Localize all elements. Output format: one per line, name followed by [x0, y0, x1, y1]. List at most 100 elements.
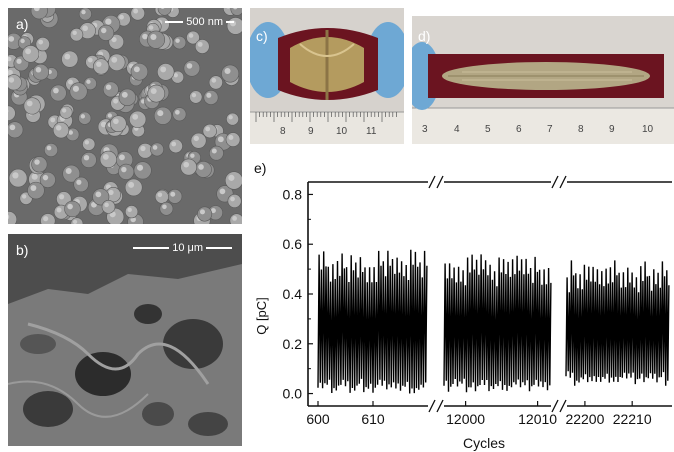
- nanoparticle-highlight: [157, 192, 163, 198]
- nanoparticle-highlight: [113, 118, 119, 125]
- sem-image-porous-surface: b) 10 μm: [8, 234, 242, 446]
- nanoparticle: [221, 64, 240, 83]
- nanoparticle-highlight: [171, 141, 177, 147]
- nanoparticle-highlight: [121, 166, 127, 173]
- nanoparticle: [159, 201, 174, 216]
- panel-label-b: b): [16, 242, 29, 258]
- nanoparticle-highlight: [9, 124, 16, 131]
- device-photo-d: [412, 16, 674, 144]
- nanoparticle-highlight: [102, 153, 109, 160]
- nanoparticle: [230, 8, 242, 16]
- nanoparticle: [147, 84, 166, 103]
- nanoparticle-highlight: [34, 159, 40, 165]
- panel-label-c: c): [256, 28, 268, 44]
- nanoparticle: [108, 53, 126, 71]
- nanoparticle-highlight: [211, 78, 217, 83]
- nanoparticle: [8, 105, 16, 121]
- nanoparticle-highlight: [30, 185, 37, 191]
- nanoparticle-highlight: [68, 79, 73, 85]
- nanoparticle: [80, 152, 97, 168]
- nanoparticle: [227, 193, 242, 208]
- nanoparticle-highlight: [228, 115, 233, 120]
- nanoparticle: [35, 37, 50, 52]
- nanoparticle: [32, 63, 50, 81]
- nanoparticle-highlight: [142, 33, 148, 40]
- nanoparticle: [197, 206, 213, 222]
- nanoparticle: [8, 168, 28, 188]
- nanoparticle-highlight: [160, 8, 165, 9]
- panel-label-d: d): [418, 28, 431, 44]
- nanoparticle: [183, 59, 201, 77]
- nanoparticle-highlight: [228, 174, 235, 181]
- scale-label-b: 10 μm: [172, 242, 203, 254]
- nanoparticle-highlight: [50, 117, 56, 123]
- nanoparticle: [172, 107, 187, 122]
- nanoparticle: [195, 161, 212, 178]
- nanoparticle-highlight: [111, 56, 118, 63]
- nanoparticle: [8, 211, 18, 224]
- nanoparticle-highlight: [46, 145, 52, 151]
- nanoparticle: [98, 24, 115, 41]
- nanoparticle: [172, 35, 187, 50]
- nanoparticle-highlight: [33, 8, 40, 12]
- axis-break-mark: [559, 399, 567, 413]
- nanoparticle: [224, 171, 242, 190]
- nanoparticle: [69, 28, 84, 42]
- nanoparticle: [78, 8, 92, 21]
- nanoparticle-highlight: [157, 110, 164, 117]
- ruler-label-d-2: 5: [485, 124, 491, 135]
- nanoparticle-highlight: [152, 145, 158, 150]
- nanoparticle: [118, 88, 137, 107]
- nanoparticle: [133, 161, 152, 180]
- nanoparticle-highlight: [105, 84, 112, 90]
- nanoparticle: [73, 176, 89, 193]
- nanoparticle-highlight: [136, 164, 144, 171]
- nanoparticle: [168, 138, 183, 154]
- nanoparticle: [125, 205, 139, 219]
- ruler-label-c-3: 11: [366, 126, 377, 137]
- nanoparticle: [180, 158, 198, 176]
- ruler-label-d-1: 4: [454, 124, 460, 135]
- nanoparticle-highlight: [219, 188, 226, 195]
- nanoparticle-highlight: [119, 154, 125, 161]
- axis-break-mark: [428, 399, 436, 413]
- nanoparticle-highlight: [173, 73, 178, 78]
- nanoparticle-highlight: [95, 191, 102, 198]
- nanoparticle: [118, 163, 135, 180]
- sem-image-nanoparticles: a) 500 nm: [8, 8, 242, 224]
- nanoparticle-highlight: [38, 39, 44, 45]
- nanoparticle-highlight: [148, 25, 154, 30]
- nanoparticle-highlight: [55, 125, 62, 131]
- nanoparticle-highlight: [190, 153, 195, 158]
- nanoparticle-highlight: [188, 33, 194, 38]
- nanoparticle: [59, 105, 73, 119]
- x-tick-label: 600: [306, 411, 330, 427]
- nanoparticle-highlight: [140, 99, 146, 104]
- nanoparticle: [61, 50, 79, 68]
- nanoparticle: [129, 110, 147, 128]
- ruler-label-d-5: 8: [578, 124, 584, 135]
- nanoparticle-highlight: [132, 113, 139, 120]
- nanoparticle-highlight: [26, 100, 33, 107]
- x-axis-label: Cycles: [463, 435, 505, 451]
- nanoparticle: [208, 75, 223, 90]
- nanoparticle-highlight: [198, 164, 204, 170]
- nanoparticle-highlight: [8, 214, 10, 220]
- nanoparticle-highlight: [119, 14, 124, 20]
- photo-device-relaxed: c) 8 9 10 11: [250, 8, 404, 144]
- nanoparticle-highlight: [104, 202, 109, 208]
- nanoparticle-highlight: [31, 173, 38, 180]
- nanoparticle-highlight: [86, 79, 91, 84]
- nanoparticle-highlight: [76, 179, 82, 185]
- nanoparticle-highlight: [128, 181, 135, 188]
- nanoparticle-highlight: [83, 155, 90, 161]
- ruler-label-d-3: 6: [516, 124, 522, 135]
- nanoparticle-highlight: [186, 63, 193, 69]
- nanoparticle-highlight: [72, 219, 78, 224]
- nanoparticle-highlight: [175, 109, 180, 115]
- nanoparticle-highlight: [210, 208, 216, 214]
- nanoparticle-highlight: [96, 61, 102, 67]
- y-tick-label: 0.8: [283, 186, 303, 202]
- nanoparticle-highlight: [121, 91, 128, 98]
- nanoparticle-highlight: [87, 57, 93, 63]
